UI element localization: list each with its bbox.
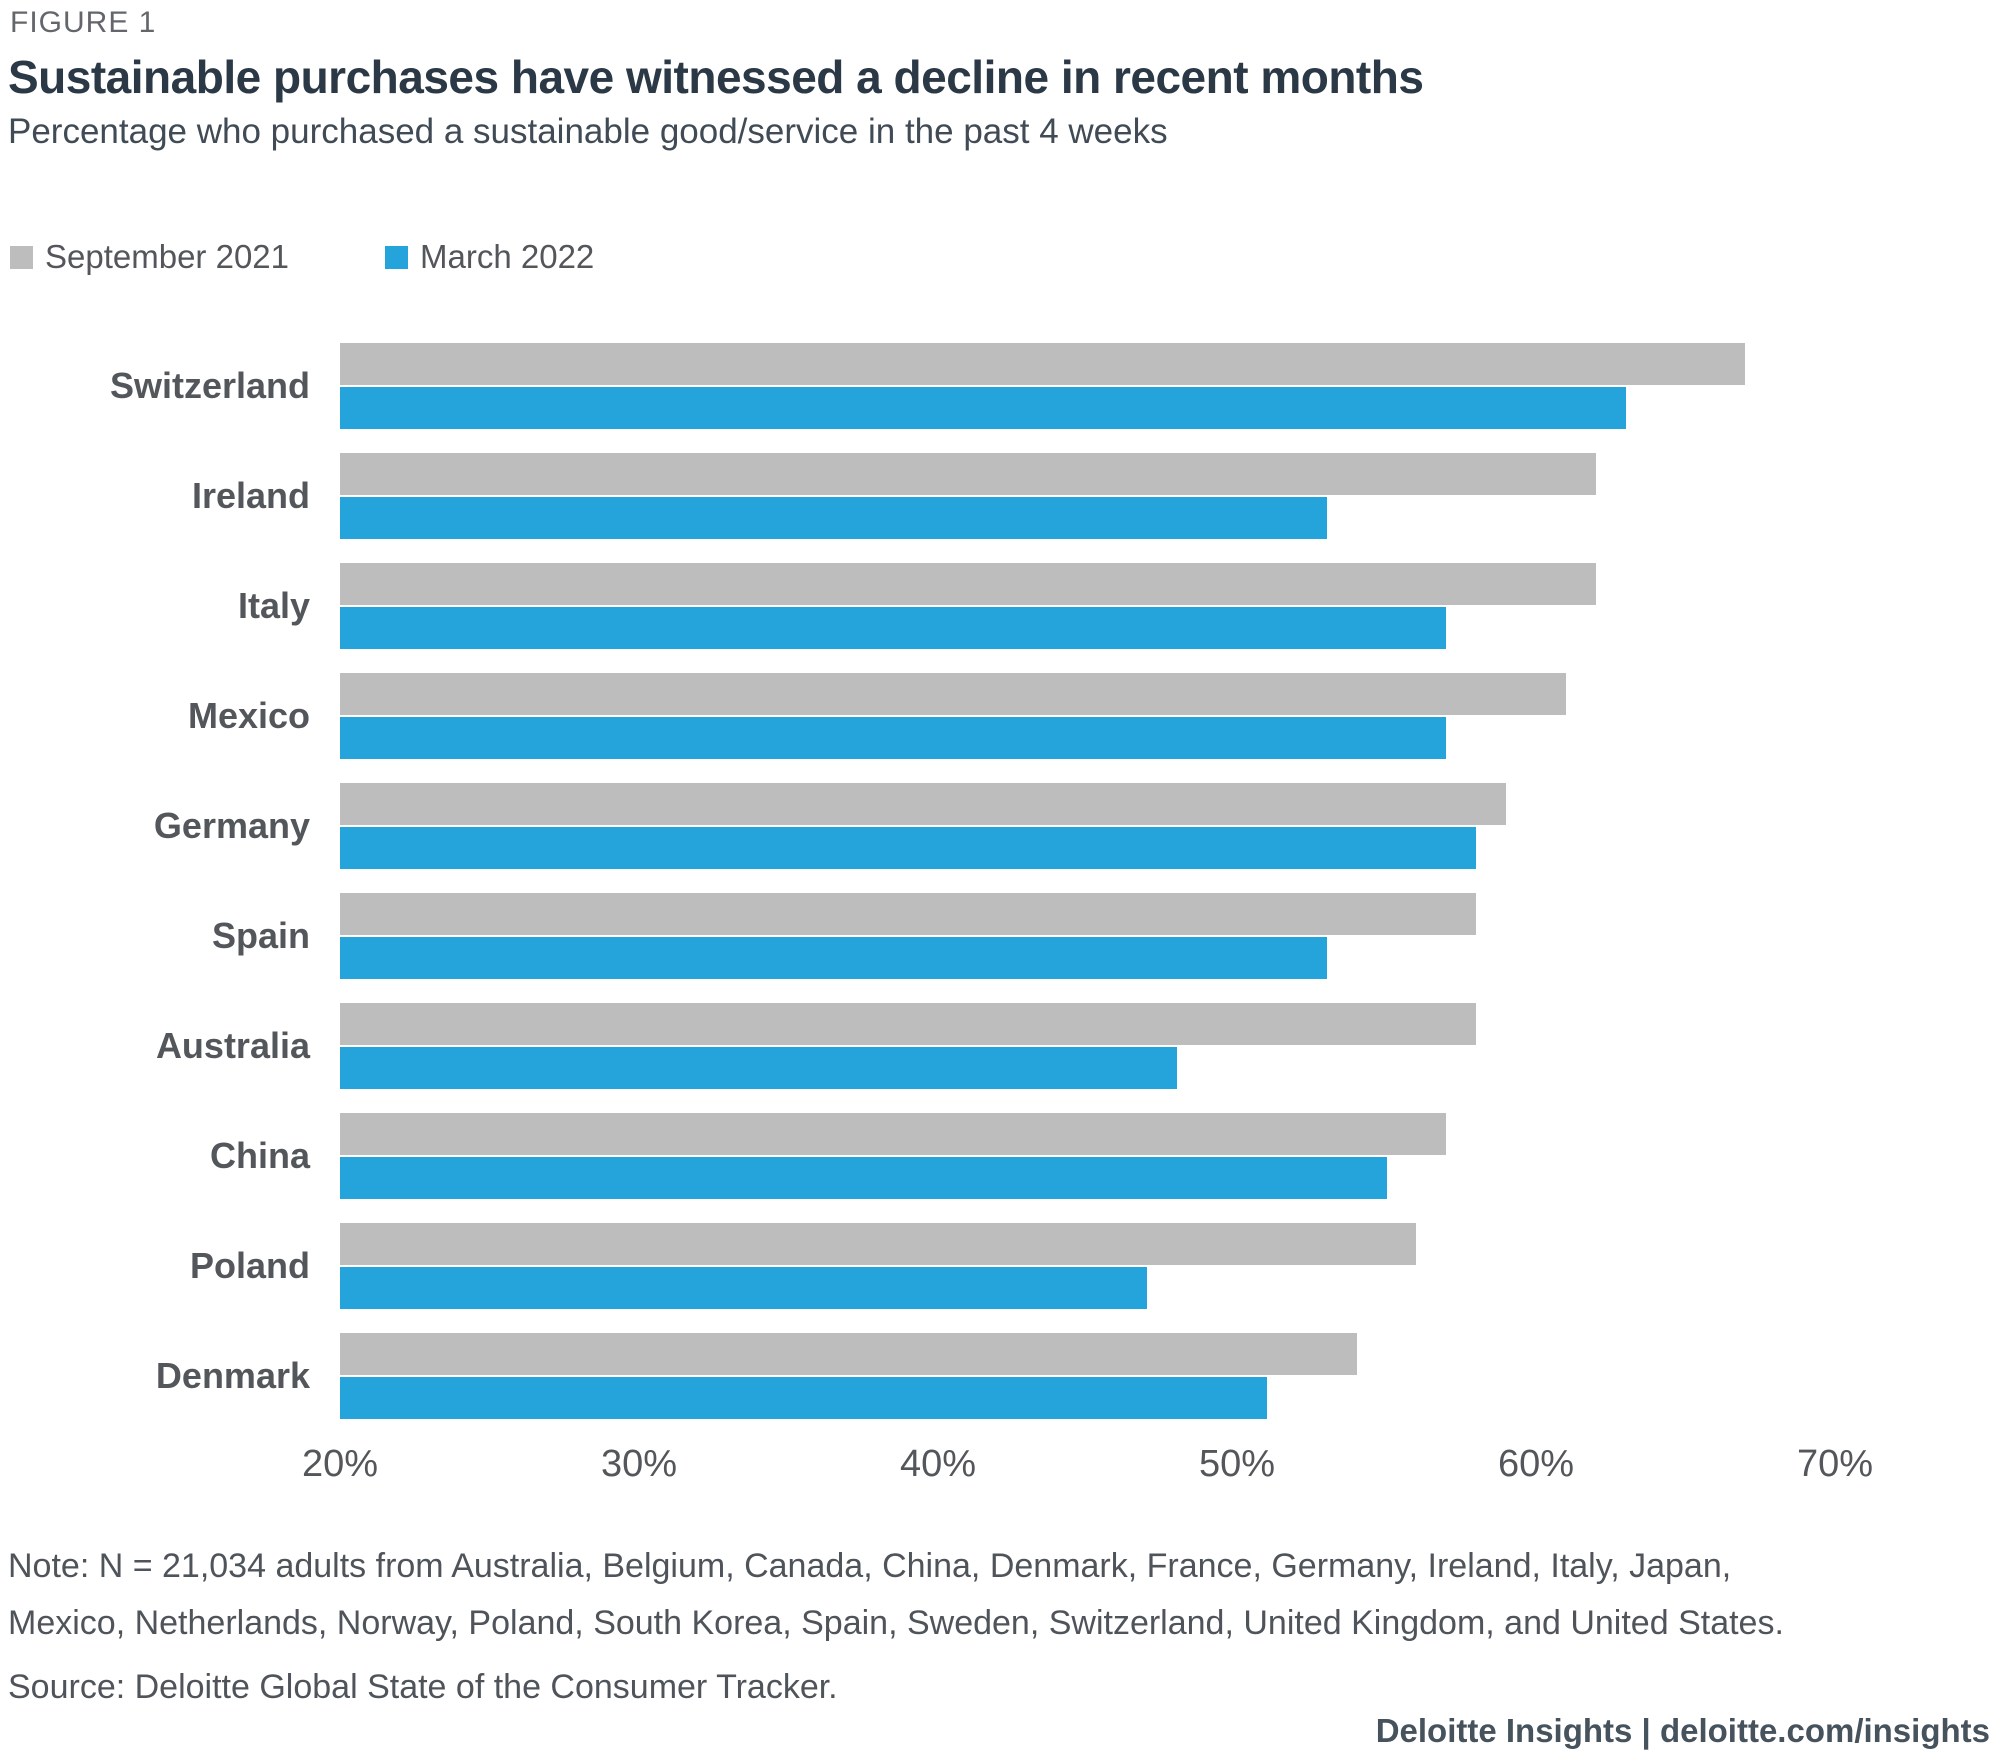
bar-september-2021 <box>340 1333 1357 1375</box>
bar-march-2022 <box>340 1267 1147 1309</box>
category-label: Italy <box>237 585 310 626</box>
legend-swatch-gray <box>10 245 33 269</box>
category-label: Mexico <box>187 695 310 736</box>
bar-march-2022 <box>340 937 1327 979</box>
bar-group-denmark: Denmark <box>0 1333 2000 1419</box>
bar-group-china: China <box>0 1113 2000 1199</box>
bar-pair <box>340 1113 2000 1199</box>
bar-march-2022 <box>340 1377 1267 1419</box>
bar-group-italy: Italy <box>0 563 2000 649</box>
category-label: Spain <box>211 915 310 956</box>
bar-september-2021 <box>340 783 1506 825</box>
figure-number-label: FIGURE 1 <box>10 6 157 39</box>
source-text: Source: Deloitte Global State of the Con… <box>8 1668 838 1706</box>
category-label: China <box>209 1135 310 1176</box>
legend-label: September 2021 <box>45 238 290 275</box>
bar-september-2021 <box>340 893 1476 935</box>
category-label: Australia <box>155 1025 310 1066</box>
bar-september-2021 <box>340 343 1745 385</box>
legend-label: March 2022 <box>420 238 595 275</box>
note-text: Note: N = 21,034 adults from Australia, … <box>8 1538 1784 1652</box>
legend-item-march-2022: March 2022 <box>385 238 594 276</box>
legend-item-september-2021: September 2021 <box>10 238 289 276</box>
bar-group-poland: Poland <box>0 1223 2000 1309</box>
bar-pair <box>340 783 2000 869</box>
bar-september-2021 <box>340 453 1596 495</box>
bar-group-spain: Spain <box>0 893 2000 979</box>
bar-group-ireland: Ireland <box>0 453 2000 539</box>
bar-september-2021 <box>340 673 1566 715</box>
bar-pair <box>340 1003 2000 1089</box>
legend: September 2021 March 2022 <box>10 238 594 276</box>
bar-pair <box>340 673 2000 759</box>
bar-september-2021 <box>340 1113 1446 1155</box>
chart-subtitle: Percentage who purchased a sustainable g… <box>8 112 1168 151</box>
bar-march-2022 <box>340 1047 1177 1089</box>
legend-swatch-blue <box>385 245 409 269</box>
bar-march-2022 <box>340 827 1476 869</box>
bar-march-2022 <box>340 607 1446 649</box>
x-axis: 20% 30% 40% 50% 60% 70% <box>302 1443 1873 1495</box>
bar-group-australia: Australia <box>0 1003 2000 1089</box>
category-label: Denmark <box>155 1355 310 1396</box>
bar-march-2022 <box>340 1157 1387 1199</box>
bar-march-2022 <box>340 717 1446 759</box>
bar-group-mexico: Mexico <box>0 673 2000 759</box>
bar-pair <box>340 1223 2000 1309</box>
bar-pair <box>340 453 2000 539</box>
bar-chart: Switzerland Ireland Italy Mexico Germany Spai… <box>0 343 2000 1419</box>
x-tick-label: 70% <box>1796 1443 1874 1485</box>
x-tick-label: 40% <box>899 1443 977 1485</box>
bar-group-germany: Germany <box>0 783 2000 869</box>
bar-september-2021 <box>340 1223 1416 1265</box>
category-label: Germany <box>153 805 310 846</box>
x-tick-label: 50% <box>1198 1443 1276 1485</box>
note-line-2: Mexico, Netherlands, Norway, Poland, Sou… <box>8 1604 1784 1642</box>
category-label: Poland <box>189 1245 310 1286</box>
bar-group-switzerland: Switzerland <box>0 343 2000 429</box>
bar-march-2022 <box>340 387 1626 429</box>
bar-pair <box>340 563 2000 649</box>
bar-september-2021 <box>340 1003 1476 1045</box>
category-label: Ireland <box>191 475 310 516</box>
deloitte-insights-footer: Deloitte Insights | deloitte.com/insight… <box>1375 1712 1990 1749</box>
x-tick-label: 20% <box>301 1443 379 1485</box>
bar-september-2021 <box>340 563 1596 605</box>
bar-pair <box>340 893 2000 979</box>
note-line-1: Note: N = 21,034 adults from Australia, … <box>8 1547 1732 1585</box>
chart-title: Sustainable purchases have witnessed a d… <box>8 51 1424 103</box>
bar-pair <box>340 343 2000 429</box>
x-tick-label: 30% <box>600 1443 678 1485</box>
category-label: Switzerland <box>109 365 310 406</box>
bar-march-2022 <box>340 497 1327 539</box>
bar-pair <box>340 1333 2000 1419</box>
x-tick-label: 60% <box>1497 1443 1575 1485</box>
